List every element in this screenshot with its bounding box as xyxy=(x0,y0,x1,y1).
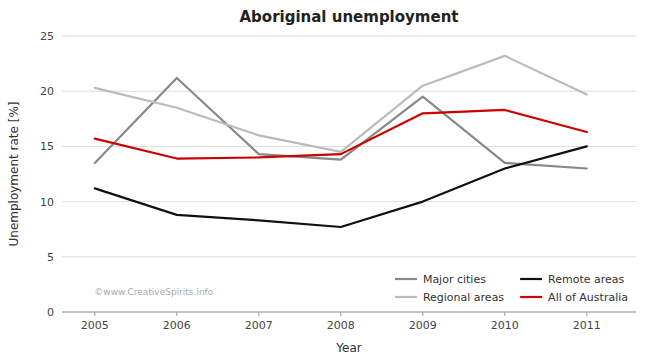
y-tick-label: 5 xyxy=(47,251,54,264)
legend-label: All of Australia xyxy=(548,291,628,304)
annotation: ©www.CreativeSpirits.info xyxy=(94,287,213,297)
x-tick-label: 2007 xyxy=(245,319,273,332)
x-tick-label: 2009 xyxy=(409,319,437,332)
legend-item: Remote areas xyxy=(520,273,624,286)
x-tick-label: 2006 xyxy=(163,319,191,332)
x-tick-label: 2005 xyxy=(81,319,109,332)
legend: Major cities Regional areas Remote areas Al… xyxy=(395,273,628,304)
x-label: Year xyxy=(335,341,361,355)
legend-item: All of Australia xyxy=(520,291,628,304)
line xyxy=(95,110,587,159)
x-tick xyxy=(94,312,95,316)
legend-swatch xyxy=(520,278,542,280)
legend-swatch xyxy=(520,296,542,298)
legend-label: Regional areas xyxy=(423,291,504,304)
x-tick xyxy=(422,312,423,316)
x-tick xyxy=(504,312,505,316)
x-tick-label: 2008 xyxy=(327,319,355,332)
lines xyxy=(95,56,587,227)
grid-line xyxy=(62,312,636,313)
x-tick xyxy=(176,312,177,316)
legend-swatch xyxy=(395,296,417,298)
y-label: Unemployment rate [%] xyxy=(7,101,21,246)
y-tick-label: 15 xyxy=(40,140,54,153)
title: Aboriginal unemployment xyxy=(239,8,458,26)
legend-item: Regional areas xyxy=(395,291,504,304)
legend-item: Major cities xyxy=(395,273,486,286)
x-axis xyxy=(62,312,636,313)
line xyxy=(95,78,587,169)
line xyxy=(95,56,587,152)
x-tick-label: 2011 xyxy=(573,319,601,332)
legend-label: Remote areas xyxy=(548,273,624,286)
x-tick xyxy=(340,312,341,316)
y-tick-label: 25 xyxy=(40,30,54,43)
line xyxy=(95,146,587,227)
chart: 0 5 10 15 20 25 2005 2006 2007 2008 2009 2010 2011 Ab… xyxy=(0,0,652,360)
y-tick-label: 0 xyxy=(47,306,54,319)
grid-line xyxy=(62,91,636,92)
grid-line xyxy=(62,201,636,202)
x-tick-label: 2010 xyxy=(491,319,519,332)
grid-line xyxy=(62,256,636,257)
legend-swatch xyxy=(395,278,417,280)
x-tick xyxy=(258,312,259,316)
grid-line xyxy=(62,36,636,37)
y-tick-label: 20 xyxy=(40,85,54,98)
x-tick xyxy=(586,312,587,316)
y-tick-label: 10 xyxy=(40,196,54,209)
grid xyxy=(62,36,636,312)
legend-label: Major cities xyxy=(423,273,486,286)
